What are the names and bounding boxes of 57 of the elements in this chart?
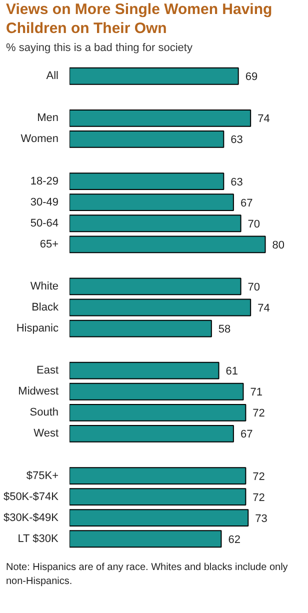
bar	[70, 130, 224, 148]
text: Note: Hispanics are of any race. Whites and blacks include only non-Hispanics.	[6, 560, 289, 589]
data-label: 73	[255, 512, 268, 525]
bar	[70, 488, 246, 506]
data-label: 72	[252, 492, 265, 504]
bar	[70, 530, 222, 548]
bar	[70, 172, 224, 190]
bar	[70, 193, 234, 211]
bar	[70, 67, 239, 85]
chart-subtitle: % saying this is a bad thing for society	[6, 41, 194, 56]
bar	[70, 362, 220, 380]
y-tick-label: $30K-$49K	[3, 512, 60, 524]
y-tick-label: $50K-$74K	[3, 490, 60, 503]
bar	[70, 277, 242, 295]
data-label: 70	[248, 218, 260, 230]
y-tick-label: All	[46, 70, 59, 82]
bar	[70, 404, 246, 422]
y-tick-label: Men	[37, 112, 59, 124]
data-label: 62	[228, 534, 240, 546]
bar	[70, 109, 252, 127]
data-label: 58	[218, 323, 231, 336]
y-tick-label: West	[34, 427, 58, 440]
y-tick-label: $75K+	[26, 469, 59, 482]
y-tick-label: 18-29	[30, 174, 59, 187]
y-tick-label: Women	[20, 132, 59, 145]
data-label: 70	[248, 281, 260, 294]
y-tick-label: East	[36, 364, 59, 376]
data-label: 63	[230, 134, 243, 146]
bar	[70, 298, 252, 316]
y-tick-label: 50-64	[30, 217, 59, 230]
chart-title: Views on More Single Women Having Children on Their Own	[6, 0, 274, 38]
bar	[70, 214, 242, 232]
bar	[70, 320, 212, 337]
data-label: 72	[252, 407, 265, 420]
y-tick-label: Midwest	[18, 385, 58, 398]
bar	[70, 382, 244, 400]
y-tick-label: White	[30, 280, 59, 292]
data-label: 63	[230, 176, 243, 188]
data-label: 74	[258, 302, 270, 314]
data-label: 80	[272, 239, 285, 252]
data-label: 61	[226, 365, 238, 378]
y-tick-label: 65+	[40, 238, 59, 250]
data-label: 71	[250, 386, 262, 398]
y-tick-label: 30-49	[30, 196, 59, 208]
bar	[70, 508, 249, 526]
data-label: 74	[258, 112, 270, 125]
data-label: 67	[240, 428, 253, 440]
y-tick-label: LT $30K	[18, 532, 59, 545]
data-label: 69	[245, 70, 258, 83]
bar	[70, 424, 234, 442]
y-tick-label: Hispanic	[16, 322, 59, 334]
y-tick-label: South	[30, 406, 59, 418]
y-tick-label: Black	[32, 301, 59, 314]
bar	[70, 235, 266, 253]
bar	[70, 466, 246, 484]
data-label: 72	[252, 470, 265, 482]
data-label: 67	[240, 197, 253, 210]
